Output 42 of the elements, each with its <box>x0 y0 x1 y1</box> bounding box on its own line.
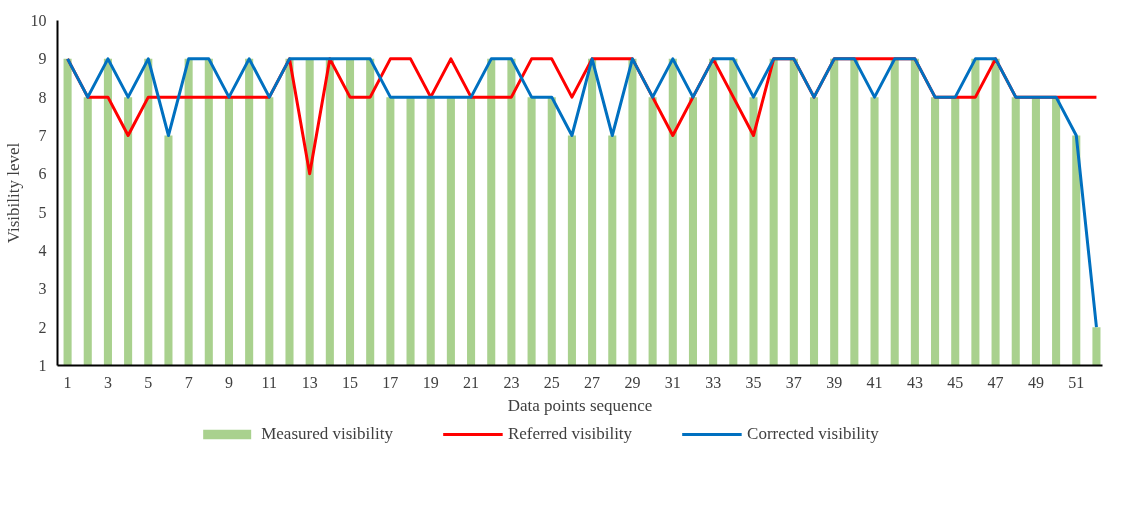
y-axis-title: Visibility level <box>3 142 23 244</box>
x-tick-label: 5 <box>144 373 153 391</box>
x-tick-label: 41 <box>866 373 883 391</box>
y-tick-label: 2 <box>38 318 47 336</box>
y-tick-label: 6 <box>38 165 47 183</box>
x-tick-label: 37 <box>785 373 802 391</box>
y-tick-label: 10 <box>30 12 47 29</box>
x-axis-title: Data points sequence <box>507 395 653 415</box>
y-tick-label: 9 <box>38 50 47 68</box>
x-tick-label: 19 <box>422 373 439 391</box>
line-series <box>66 57 1098 329</box>
x-tick-label: 49 <box>1027 373 1044 391</box>
x-tick-label: 43 <box>906 373 923 391</box>
x-tick-label: 15 <box>342 373 359 391</box>
x-tick-label: 45 <box>947 373 964 391</box>
x-tick-label: 21 <box>463 373 480 391</box>
y-tick-label: 1 <box>38 357 47 374</box>
x-tick-label: 7 <box>184 373 193 391</box>
x-tick-label: 11 <box>261 373 278 391</box>
x-tick-label: 35 <box>745 373 762 391</box>
x-tick-label: 29 <box>624 373 641 391</box>
x-tick-label: 31 <box>664 373 681 391</box>
x-tick-label: 39 <box>826 373 843 391</box>
y-tick-label: 7 <box>38 127 47 144</box>
x-tick-label: 9 <box>224 373 233 391</box>
x-tick-label: 27 <box>584 373 601 391</box>
x-tick-label: 17 <box>382 373 399 391</box>
x-tick-label: 47 <box>987 373 1004 391</box>
x-tick-label: 13 <box>301 373 318 391</box>
x-tick-label: 25 <box>543 373 560 391</box>
y-tick-label: 3 <box>38 280 47 298</box>
legend-label: Referred visibility <box>507 424 633 444</box>
legend-label: Corrected visibility <box>747 424 879 444</box>
y-tick-label: 5 <box>38 203 47 221</box>
x-tick-label: 3 <box>103 373 112 391</box>
x-tick-label: 23 <box>503 373 520 391</box>
y-tick-label: 8 <box>38 88 47 106</box>
legend-label: Measured visibility <box>261 424 393 444</box>
x-tick-label: 1 <box>63 373 72 391</box>
y-tick-label: 4 <box>38 242 47 259</box>
x-tick-label: 33 <box>705 373 722 391</box>
x-tick-label: 51 <box>1068 373 1085 391</box>
